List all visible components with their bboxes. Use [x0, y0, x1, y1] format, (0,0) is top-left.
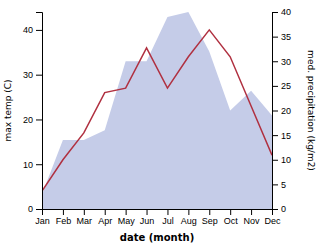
chart: JanFebMarAprMayJunJulAugSepOctNovDec0102…	[0, 0, 318, 247]
tick-label: Feb	[56, 216, 72, 226]
plot: JanFebMarAprMayJunJulAugSepOctNovDec0102…	[23, 7, 291, 226]
marks	[42, 12, 272, 209]
tick-label: 40	[23, 25, 33, 35]
tick-mark	[36, 164, 42, 165]
tick-label: Nov	[244, 216, 261, 226]
tick-label: 20	[23, 115, 33, 125]
tick-mark	[251, 209, 252, 215]
tick-mark	[272, 37, 278, 38]
tick-mark	[272, 184, 278, 185]
tick: Jun	[140, 209, 155, 226]
tick-label: 35	[281, 32, 291, 42]
tick-label: 10	[23, 160, 33, 170]
tick-mark	[147, 209, 148, 215]
tick-mark	[272, 86, 278, 87]
tick: 30	[272, 57, 291, 67]
tick-mark	[272, 160, 278, 161]
tick: Jul	[162, 209, 174, 226]
tick: Nov	[244, 209, 261, 226]
tick-mark	[167, 209, 168, 215]
tick-label: 30	[23, 70, 33, 80]
tick: 25	[272, 81, 291, 91]
y-axis-title: max temp (C)	[3, 79, 13, 141]
tick: 40	[272, 7, 291, 17]
tick-label: Jun	[140, 216, 155, 226]
tick-label: Dec	[264, 216, 281, 226]
precip-area	[42, 12, 272, 209]
tick: 0	[28, 204, 42, 214]
tick-mark	[36, 75, 42, 76]
tick-mark	[230, 209, 231, 215]
tick-label: Jan	[35, 216, 50, 226]
tick-label: 0	[281, 204, 286, 214]
tick-label: May	[118, 216, 136, 226]
tick-label: Apr	[98, 216, 112, 226]
tick-label: Jul	[162, 216, 174, 226]
tick: 30	[23, 70, 42, 80]
tick: Apr	[98, 209, 112, 226]
tick-mark	[84, 209, 85, 215]
tick-mark	[36, 209, 42, 210]
tick-mark	[272, 209, 278, 210]
temp-line	[42, 30, 272, 191]
tick-mark	[36, 30, 42, 31]
tick-mark	[36, 119, 42, 120]
tick-label: 5	[281, 180, 286, 190]
y2-axis: 0 5 10 15 20 25 30 35 40	[272, 7, 291, 214]
tick: 20	[23, 115, 42, 125]
tick: 10	[272, 155, 291, 165]
tick-mark	[126, 209, 127, 215]
tick: 10	[23, 160, 42, 170]
tick: Dec	[264, 209, 281, 226]
tick: May	[118, 209, 136, 226]
axis-line	[273, 13, 279, 210]
tick: Sep	[202, 209, 218, 226]
tick-label: Mar	[77, 216, 93, 226]
tick: 0	[272, 204, 286, 214]
tick: 40	[23, 25, 42, 35]
axis-line	[43, 210, 273, 216]
tick-label: 0	[28, 204, 33, 214]
tick-label: 25	[281, 81, 291, 91]
tick-label: Aug	[181, 216, 197, 226]
tick-label: Oct	[224, 216, 239, 226]
x-axis-title: date (month)	[120, 232, 194, 243]
tick-mark	[272, 61, 278, 62]
tick-label: 20	[281, 106, 291, 116]
x-axis: Jan Feb Mar Apr May Jun Jul Aug Sep Oct NovDec	[35, 209, 281, 226]
tick-label: 30	[281, 57, 291, 67]
tick: 35	[272, 32, 291, 42]
tick-mark	[272, 135, 278, 136]
tick-mark	[105, 209, 106, 215]
tick-mark	[63, 209, 64, 215]
tick-mark	[272, 12, 278, 13]
tick-label: 40	[281, 7, 291, 17]
axis-line	[36, 13, 43, 210]
tick: 5	[272, 180, 286, 190]
tick-mark	[188, 209, 189, 215]
tick-label: 10	[281, 155, 291, 165]
tick: Feb	[56, 209, 72, 226]
tick: Aug	[181, 209, 197, 226]
tick: Mar	[77, 209, 93, 226]
tick: 20	[272, 106, 291, 116]
y-axis: 0 10 20 30 40	[23, 13, 43, 215]
tick-mark	[272, 111, 278, 112]
tick-label: 15	[281, 131, 291, 141]
tick: 15	[272, 131, 291, 141]
tick: Jan	[35, 209, 50, 226]
tick: Oct	[224, 209, 239, 226]
tick-mark	[209, 209, 210, 215]
y2-axis-title: med. precipitation (kg/m2)	[306, 50, 316, 171]
tick-label: Sep	[202, 216, 218, 226]
